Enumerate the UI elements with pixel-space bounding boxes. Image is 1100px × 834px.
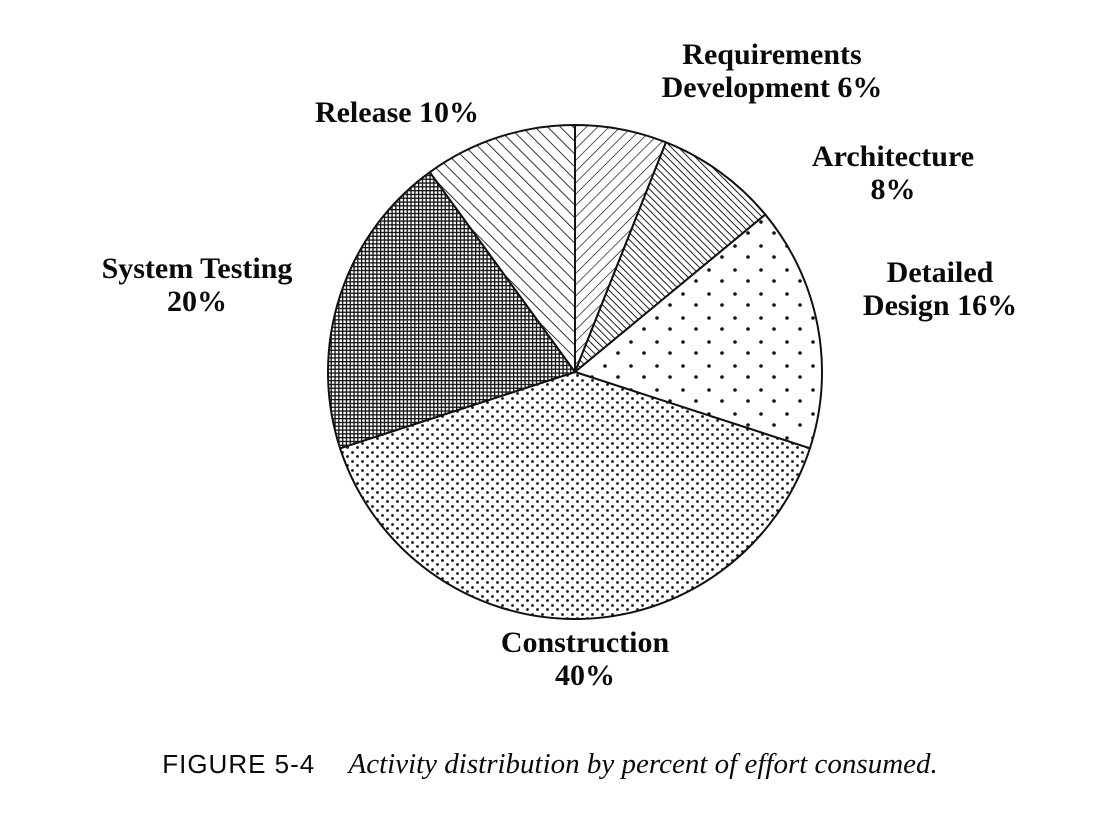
pie-slice-detailed-design (574, 213, 823, 450)
figure-number-label: FIGURE 5-4 (162, 749, 316, 779)
slice-label-construction: Construction 40% (500, 626, 670, 692)
pie-slice-construction (339, 371, 811, 620)
pie-slice-release (428, 124, 576, 373)
slice-label-system-testing: System Testing 20% (101, 252, 293, 318)
slice-label-release: Release 10% (314, 96, 480, 129)
figure-caption-text: Activity distribution by percent of effo… (348, 748, 938, 780)
pie-slice-architecture (574, 141, 767, 373)
slice-label-requirements-development: Requirements Development 6% (661, 38, 883, 104)
slice-label-detailed-design: Detailed Design 16% (862, 256, 1018, 322)
pie-slice-system-testing (327, 171, 576, 450)
figure-caption: FIGURE 5-4 Activity distribution by perc… (0, 748, 1100, 781)
pie-chart (327, 124, 823, 620)
slice-label-architecture: Architecture 8% (811, 140, 975, 206)
